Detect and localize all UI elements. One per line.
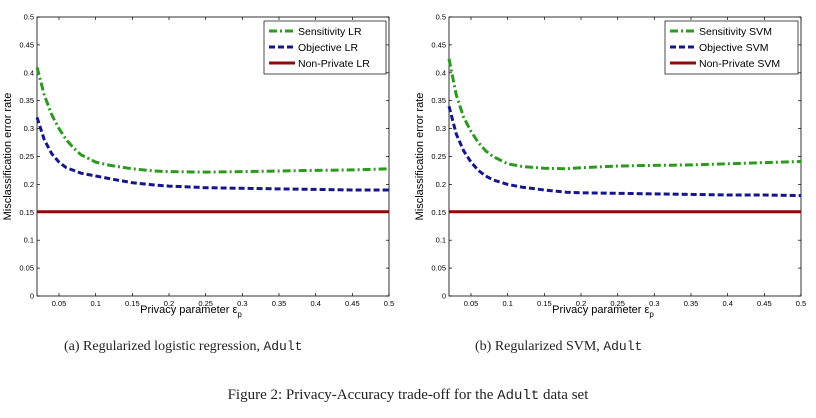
x-tick-label: 0.1 <box>502 299 512 308</box>
y-tick-label: 0.4 <box>436 68 446 77</box>
y-tick-label: 0 <box>30 292 34 301</box>
subcaption-a: (a) Regularized logistic regression, Adu… <box>64 339 302 355</box>
legend-box <box>263 20 387 75</box>
x-tick-label: 0.5 <box>796 299 806 308</box>
series-line-sensitivity-lr <box>35 66 390 174</box>
y-tick-label: 0.15 <box>431 208 446 217</box>
x-axis-label: Privacy parameter εp <box>140 304 242 319</box>
figure-caption-suffix: data set <box>542 387 589 403</box>
y-tick-label: 0.2 <box>24 180 34 189</box>
subcaption-b-label: (b) <box>475 339 492 354</box>
x-axis-label-main: Privacy parameter ε <box>552 304 649 316</box>
legend-label: Sensitivity LR <box>298 26 362 38</box>
x-tick-label: 0.15 <box>125 299 140 308</box>
y-tick-label: 0.2 <box>436 180 446 189</box>
y-tick-label: 0.4 <box>24 68 34 77</box>
subcaption-a-label: (a) <box>64 339 80 354</box>
x-tick-label: 0.45 <box>757 299 772 308</box>
x-tick-label: 0.4 <box>310 299 320 308</box>
x-tick-label: 0.05 <box>464 299 479 308</box>
y-tick-label: 0.5 <box>436 13 446 22</box>
figure-caption-dataset: Adult <box>497 388 540 404</box>
x-tick-label: 0.2 <box>576 299 586 308</box>
legend-label: Non-Private SVM <box>699 58 780 70</box>
subcaption-a-dataset: Adult <box>263 339 303 354</box>
chart-panel-b: 0 0.05 0.1 0.15 0.2 0.25 0.3 0.35 0.4 0.45 0.5 0.05… <box>414 13 806 320</box>
legend: Sensitivity SVM Objective SVM Non-Private … <box>664 20 799 75</box>
y-tick-label: 0.3 <box>24 124 34 133</box>
x-axis-label-subscript: p <box>649 310 654 319</box>
y-tick-label: 0.5 <box>24 13 34 22</box>
subcaption-b-dataset: Adult <box>603 339 643 354</box>
x-axis-label-main: Privacy parameter ε <box>140 304 237 316</box>
legend: Sensitivity LR Objective LR Non-Private LR <box>263 20 387 75</box>
x-tick-label: 0.5 <box>384 299 394 308</box>
y-tick-label: 0.1 <box>24 236 34 245</box>
y-tick-label: 0.35 <box>431 96 446 105</box>
y-axis-label: Misclassification error rate <box>2 93 14 221</box>
x-tick-label: 0.25 <box>198 299 213 308</box>
y-tick-label: 0.1 <box>436 236 446 245</box>
y-tick-label: 0.3 <box>436 124 446 133</box>
x-axis-label: Privacy parameter εp <box>552 304 654 319</box>
legend-label: Objective LR <box>298 42 359 54</box>
figure-caption: Figure 2: Privacy-Accuracy trade-off for… <box>0 387 816 404</box>
x-tick-label: 0.35 <box>684 299 699 308</box>
y-tick-label: 0.05 <box>19 264 34 273</box>
x-axis-label-subscript: p <box>237 310 242 319</box>
x-tick-label: 0.15 <box>537 299 552 308</box>
y-tick-label: 0.25 <box>19 152 34 161</box>
subcaption-b-text: Regularized SVM, <box>494 339 600 354</box>
figure-caption-prefix: Figure 2: Privacy-Accuracy trade-off for… <box>227 387 494 403</box>
series-line-objective-lr <box>35 116 389 192</box>
x-tick-label: 0.4 <box>722 299 732 308</box>
x-tick-label: 0.25 <box>610 299 625 308</box>
y-tick-label: 0.35 <box>19 96 34 105</box>
subcaption-b: (b) Regularized SVM, Adult <box>475 339 642 355</box>
y-tick-label: 0.45 <box>19 40 34 49</box>
x-tick-label: 0.3 <box>649 299 659 308</box>
legend-label: Sensitivity SVM <box>699 26 772 38</box>
chart-panel-a: 0 0.05 0.1 0.15 0.2 0.25 0.3 0.35 0.4 0.45 0.5 0.05… <box>2 13 394 320</box>
x-tick-label: 0.3 <box>237 299 247 308</box>
legend-label: Objective SVM <box>699 42 768 54</box>
series-line-sensitivity-svm <box>447 58 802 171</box>
x-tick-label: 0.45 <box>345 299 360 308</box>
legend-label: Non-Private LR <box>298 58 370 70</box>
y-axis-label: Misclassification error rate <box>414 93 426 221</box>
x-tick-label: 0.2 <box>164 299 174 308</box>
y-tick-label: 0 <box>442 292 446 301</box>
series-line-objective-svm <box>447 105 802 198</box>
y-tick-label: 0.25 <box>431 152 446 161</box>
x-tick-label: 0.1 <box>90 299 100 308</box>
y-tick-label: 0.05 <box>431 264 446 273</box>
x-tick-label: 0.35 <box>272 299 287 308</box>
x-tick-label: 0.05 <box>52 299 67 308</box>
y-tick-label: 0.15 <box>19 208 34 217</box>
subcaption-a-text: Regularized logistic regression, <box>83 339 260 354</box>
y-tick-label: 0.45 <box>431 40 446 49</box>
